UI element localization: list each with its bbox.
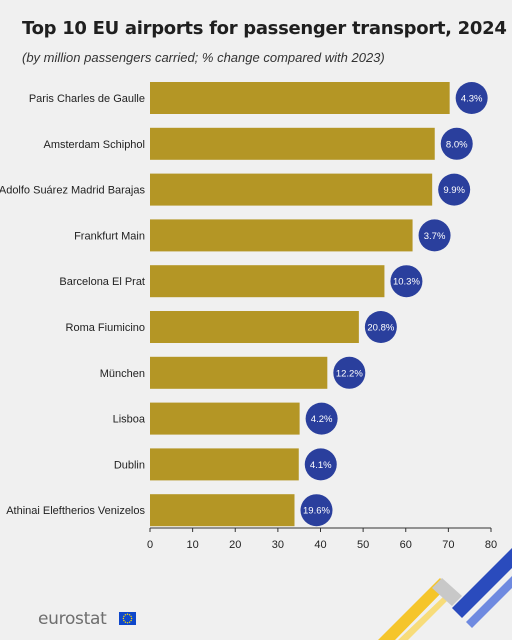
chart-subtitle: (by million passengers carried; % change… [22, 50, 385, 65]
category-label: Adolfo Suárez Madrid Barajas [0, 185, 145, 197]
change-badge [418, 219, 451, 252]
decor-grey-fold [432, 578, 462, 606]
change-label: 9.9% [443, 185, 465, 196]
bar [150, 356, 328, 389]
change-label: 3.7% [424, 231, 446, 242]
change-label: 4.1% [310, 460, 332, 471]
change-badge [333, 356, 366, 389]
category-label: Roma Fiumicino [66, 322, 145, 334]
bar [150, 311, 359, 343]
category-label: Athinai Eleftherios Venizelos [6, 505, 145, 517]
eurostat-logo: eurostat [38, 609, 107, 629]
bar [150, 494, 295, 527]
change-label: 12.2% [336, 368, 363, 379]
chart-title: Top 10 EU airports for passenger transpo… [22, 18, 507, 39]
x-tick-label: 70 [442, 539, 454, 551]
x-tick-label: 20 [229, 539, 241, 551]
decor-blue-ribbon [452, 548, 512, 618]
category-label: Amsterdam Schiphol [44, 139, 146, 151]
change-badge [440, 127, 473, 160]
change-badge [364, 311, 397, 343]
change-badge [438, 173, 471, 206]
bar [150, 265, 385, 298]
change-badge [300, 494, 333, 527]
bar [150, 448, 299, 481]
bar [150, 219, 413, 252]
change-label: 20.8% [367, 323, 394, 334]
x-tick-label: 10 [187, 539, 199, 551]
x-tick-label: 80 [485, 539, 497, 551]
category-label: Lisboa [113, 414, 146, 426]
change-badge [455, 82, 488, 114]
x-tick-label: 40 [314, 539, 326, 551]
change-label: 8.0% [446, 139, 468, 150]
x-tick-label: 0 [147, 539, 153, 551]
category-label: Barcelona El Prat [59, 276, 145, 288]
category-label: München [100, 368, 145, 380]
x-tick-label: 60 [400, 539, 412, 551]
x-tick-label: 50 [357, 539, 369, 551]
category-label: Paris Charles de Gaulle [29, 93, 145, 105]
change-badge [305, 402, 338, 435]
decor-yellow-ribbon-light [398, 596, 448, 640]
change-label: 4.2% [311, 414, 333, 425]
category-label: Frankfurt Main [74, 230, 145, 242]
bar [150, 127, 435, 160]
change-label: 19.6% [303, 506, 330, 517]
decor-blue-ribbon-light [466, 576, 512, 628]
change-label: 4.3% [461, 94, 483, 105]
change-badge [390, 265, 423, 298]
bar [150, 173, 433, 206]
x-tick-label: 30 [272, 539, 284, 551]
change-badge [304, 448, 337, 481]
bar [150, 82, 450, 114]
eu-flag-icon [119, 612, 136, 625]
decor-yellow-ribbon [378, 578, 448, 640]
category-label: Dublin [114, 459, 145, 471]
bar [150, 402, 300, 435]
change-label: 10.3% [393, 277, 420, 288]
